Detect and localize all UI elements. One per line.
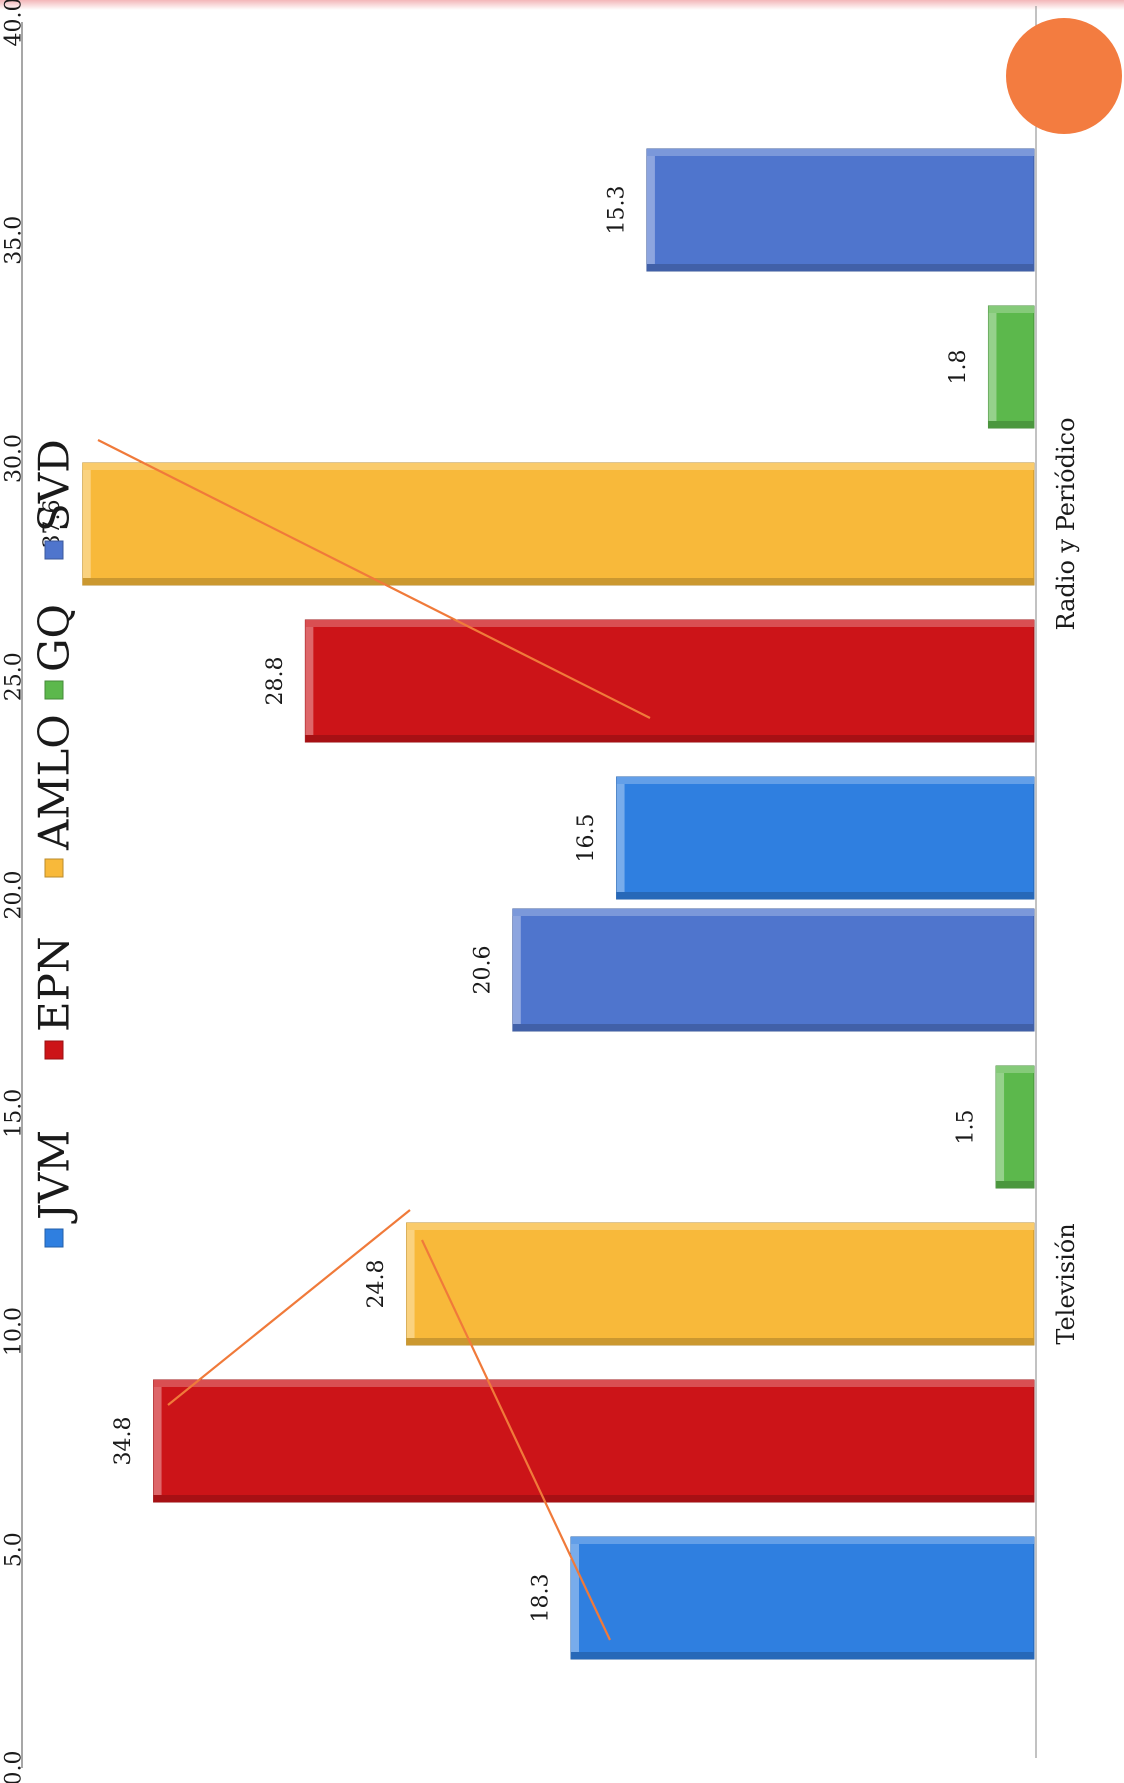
bar-bevel-top	[988, 306, 1034, 313]
bar-bevel-bottom	[571, 1652, 1034, 1659]
bar-bevel-top	[646, 149, 1034, 156]
bar-bevel-bottom	[616, 892, 1034, 899]
data-label: 18.3	[529, 1574, 554, 1623]
value-axis-tick-label: 20.0	[2, 871, 27, 920]
data-label: 24.8	[364, 1260, 389, 1309]
bar-bevel-bottom	[82, 578, 1035, 585]
bar-gq-radio-periodico: 1.8	[946, 305, 1035, 429]
bar-amlo-television: 24.8	[364, 1222, 1035, 1346]
bar-body	[82, 462, 1035, 586]
bar-cap	[988, 306, 997, 428]
legend-item-jvm: JVM	[30, 1130, 79, 1248]
bar-cap	[646, 149, 655, 271]
bar-cap	[305, 620, 314, 742]
legend-label: SVD	[30, 439, 79, 532]
legend: JVM EPN AMLO GQ SVD	[30, 439, 79, 1248]
orange-sticker	[1006, 18, 1122, 134]
bar-body	[153, 1379, 1035, 1503]
bar-bevel-top	[996, 1066, 1034, 1073]
bar-body	[646, 148, 1035, 272]
legend-item-gq: GQ	[30, 604, 79, 700]
bar-epn-television: 34.8	[111, 1379, 1035, 1503]
category-label: Televisión	[1052, 1223, 1080, 1344]
bar-epn-radio-periodico: 28.8	[263, 619, 1035, 743]
bar-amlo-radio-periodico: 37.6	[40, 462, 1035, 586]
pen-stroke-1	[167, 1209, 411, 1406]
data-label: 15.3	[604, 186, 629, 235]
legend-label: EPN	[30, 936, 79, 1032]
data-label: 20.6	[470, 946, 495, 995]
legend-label: JVM	[30, 1130, 79, 1224]
value-axis-tick-label: 10.0	[2, 1307, 27, 1356]
value-axis-tick-label: 0.0	[2, 1751, 27, 1783]
data-label: 37.6	[40, 500, 65, 549]
bar-bevel-top	[512, 909, 1034, 916]
bar-bevel-bottom	[988, 421, 1034, 428]
value-axis-tick-label: 40.0	[2, 0, 27, 46]
bar-body	[406, 1222, 1035, 1346]
value-axis-tick-label: 25.0	[2, 652, 27, 701]
bar-cap	[996, 1066, 1005, 1188]
bar-body	[304, 619, 1035, 743]
pen-stroke-2	[421, 1239, 611, 1641]
bar-bevel-top	[82, 463, 1035, 470]
value-axis-tick-label: 5.0	[2, 1532, 27, 1567]
legend-swatch	[44, 680, 64, 700]
bar-bevel-top	[571, 1537, 1034, 1544]
bar-jvm-radio-periodico: 16.5	[574, 776, 1035, 900]
bars: 18.3 34.8 24.8 1.5 20.6 16.5 28.8 37.6 1.8 15.3 Te…	[40, 6, 1080, 1758]
bar-bevel-bottom	[153, 1495, 1034, 1502]
data-label: 1.8	[946, 350, 971, 385]
bar-cap	[406, 1223, 415, 1345]
legend-label: GQ	[30, 604, 79, 672]
bar-svd-television: 20.6	[470, 908, 1035, 1032]
bar-body	[512, 908, 1035, 1032]
bar-jvm-television: 18.3	[529, 1536, 1035, 1660]
bar-bevel-top	[616, 777, 1034, 784]
bar-bevel-bottom	[512, 1024, 1034, 1031]
bar-cap	[82, 463, 91, 585]
bar-bevel-bottom	[406, 1338, 1034, 1345]
legend-item-amlo: AMLO	[30, 714, 79, 878]
bar-bevel-bottom	[305, 735, 1034, 742]
bar-bevel-top	[406, 1223, 1034, 1230]
value-axis-tick-label: 35.0	[2, 216, 27, 265]
bar-cap	[153, 1380, 162, 1502]
legend-swatch	[44, 1040, 64, 1060]
category-label: Radio y Periódico	[1052, 417, 1080, 630]
bar-svd-radio-periodico: 15.3	[604, 148, 1035, 272]
legend-swatch	[44, 1228, 64, 1248]
pen-stroke-3	[97, 439, 651, 719]
value-axis-tick-label: 30.0	[2, 434, 27, 483]
value-axis-tick-label: 15.0	[2, 1089, 27, 1138]
bar-cap	[616, 777, 625, 899]
bar-body	[616, 776, 1035, 900]
bar-bevel-top	[153, 1380, 1034, 1387]
bar-bevel-bottom	[646, 264, 1034, 271]
pen-marks	[97, 18, 1122, 1641]
value-axis: 0.0 5.0 10.0 15.0 20.0 25.0 30.0 35.0 40.0	[2, 0, 27, 1783]
data-label: 28.8	[263, 657, 288, 706]
bar-bevel-bottom	[996, 1181, 1034, 1188]
legend-item-epn: EPN	[30, 936, 79, 1060]
bar-cap	[571, 1537, 580, 1659]
bar-gq-television: 1.5	[954, 1065, 1035, 1189]
legend-item-svd: SVD	[30, 439, 79, 560]
page-top-edge	[0, 0, 1124, 10]
bar-cap	[512, 909, 521, 1031]
legend-swatch	[44, 540, 64, 560]
data-label: 1.5	[954, 1110, 979, 1145]
data-label: 16.5	[574, 814, 599, 863]
bar-bevel-top	[305, 620, 1034, 627]
legend-swatch	[44, 858, 64, 878]
data-label: 34.8	[111, 1417, 136, 1466]
legend-label: AMLO	[30, 714, 79, 851]
bar-body	[570, 1536, 1035, 1660]
